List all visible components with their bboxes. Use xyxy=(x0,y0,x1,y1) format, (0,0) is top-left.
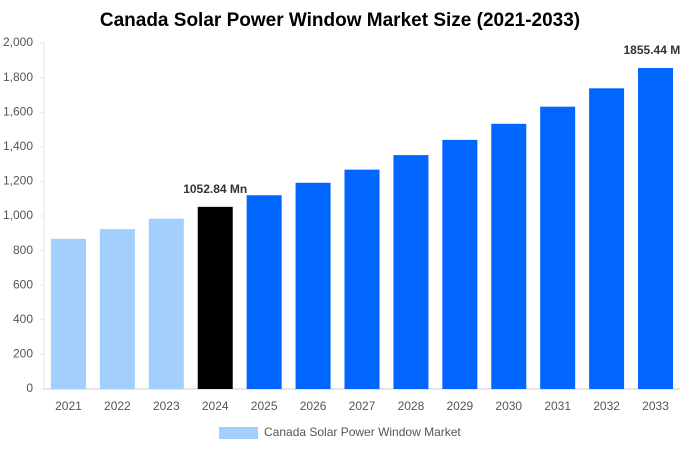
x-tick-label: 2023 xyxy=(153,399,180,413)
x-tick-label: 2024 xyxy=(202,399,229,413)
bar xyxy=(246,195,282,389)
y-tick-label: 1,800 xyxy=(3,70,33,84)
x-tick-label: 2029 xyxy=(446,399,473,413)
x-tick-label: 2022 xyxy=(104,399,131,413)
bar xyxy=(50,238,86,389)
x-tick-label: 2031 xyxy=(544,399,571,413)
bar xyxy=(148,218,184,389)
x-tick-label: 2032 xyxy=(593,399,620,413)
bar xyxy=(491,123,527,389)
y-tick-label: 1,200 xyxy=(3,174,33,188)
bar xyxy=(344,169,380,389)
bar xyxy=(99,229,135,389)
bar xyxy=(638,68,674,389)
x-tick-label: 2033 xyxy=(642,399,669,413)
data-label: 1855.44 Mn xyxy=(624,43,680,57)
y-tick-label: 600 xyxy=(13,277,33,291)
bar xyxy=(589,88,625,390)
y-tick-label: 800 xyxy=(13,243,33,257)
x-tick-label: 2025 xyxy=(251,399,278,413)
y-tick-label: 200 xyxy=(13,347,33,361)
bar xyxy=(442,139,478,389)
chart-title: Canada Solar Power Window Market Size (2… xyxy=(100,10,580,31)
legend-swatch xyxy=(219,427,258,439)
y-tick-label: 400 xyxy=(13,312,33,326)
y-tick-label: 2,000 xyxy=(3,35,33,49)
data-label: 1052.84 Mn xyxy=(183,182,247,196)
y-tick-label: 1,000 xyxy=(3,208,33,222)
x-tick-label: 2028 xyxy=(398,399,425,413)
bar xyxy=(295,182,331,389)
y-tick-label: 0 xyxy=(26,381,33,395)
x-tick-label: 2030 xyxy=(495,399,522,413)
x-tick-label: 2021 xyxy=(55,399,82,413)
bar xyxy=(197,206,233,389)
y-tick-label: 1,600 xyxy=(3,104,33,118)
legend-label: Canada Solar Power Window Market xyxy=(264,425,461,439)
x-tick-label: 2026 xyxy=(300,399,327,413)
bar xyxy=(393,155,429,389)
bar xyxy=(540,106,576,389)
y-tick-label: 1,400 xyxy=(3,139,33,153)
x-tick-label: 2027 xyxy=(349,399,376,413)
